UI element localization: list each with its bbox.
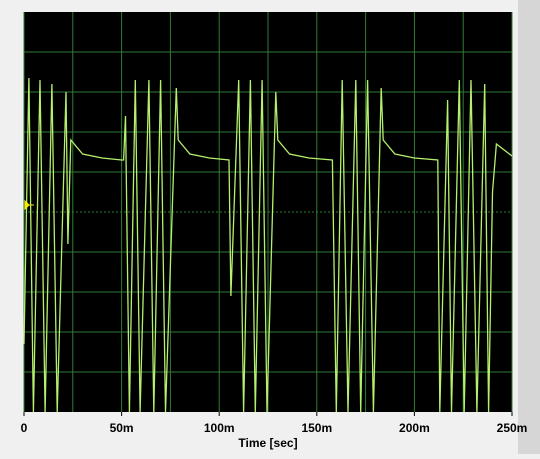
signal-line <box>23 77 513 413</box>
cursor-marker <box>24 199 34 211</box>
side-panel <box>518 0 540 454</box>
x-tick-label: 100m <box>204 421 235 435</box>
x-tick-label: 150m <box>301 421 332 435</box>
x-tick-label: 50m <box>110 421 134 435</box>
x-tick-label: 200m <box>399 421 430 435</box>
x-tick-label: 0 <box>21 421 28 435</box>
x-axis-label: Time [sec] <box>238 436 297 450</box>
x-tick-label: 250m <box>497 421 528 435</box>
